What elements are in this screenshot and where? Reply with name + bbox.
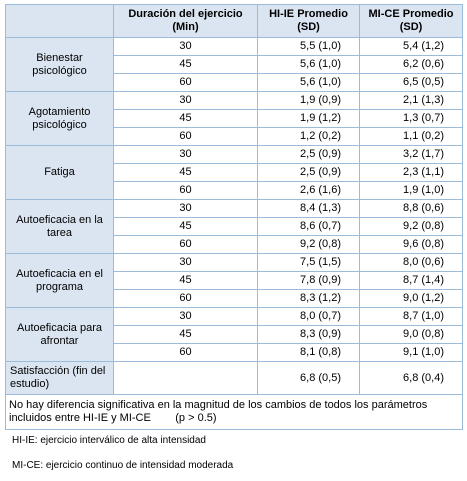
value-cell: 8,4 (1,3)	[257, 199, 360, 218]
value-cell: 5,5 (1,0)	[257, 37, 360, 56]
value-cell: 1,3 (0,7)	[359, 109, 463, 128]
header-row: Duración del ejercicio (Min) HI-IE Promed…	[5, 4, 463, 38]
duration-cell: 30	[113, 37, 258, 56]
duration-cell: 45	[113, 163, 258, 182]
duration-cell: 45	[113, 271, 258, 290]
group-label: Autoeficacia en la tarea	[5, 199, 114, 254]
value-cell: 8,7 (1,0)	[359, 307, 463, 326]
value-cell: 1,2 (0,2)	[257, 127, 360, 146]
group-label: Bienestar psicológico	[5, 37, 114, 92]
value-cell: 9,0 (1,2)	[359, 289, 463, 308]
group-label: Satisfacción (fin del estudio)	[5, 361, 114, 395]
group-label: Autoeficacia para afrontar	[5, 307, 114, 362]
duration-cell: 45	[113, 55, 258, 74]
duration-cell: 60	[113, 289, 258, 308]
footnote: HI-IE: ejercicio interválico de alta int…	[12, 435, 206, 446]
value-cell: 2,1 (1,3)	[359, 91, 463, 110]
data-row: 60 5,6 (1,0) 6,5 (0,5)	[6, 73, 463, 92]
header-cell: HI-IE Promedio (SD)	[257, 4, 360, 38]
value-cell: 1,9 (0,9)	[257, 91, 360, 110]
value-cell: 8,8 (0,6)	[359, 199, 463, 218]
duration-cell: 30	[113, 307, 258, 326]
value-cell: 5,6 (1,0)	[257, 55, 360, 74]
value-cell: 8,6 (0,7)	[257, 217, 360, 236]
value-cell: 7,5 (1,5)	[257, 253, 360, 272]
data-row: Bienestar psicológico 30 5,5 (1,0) 5,4 (1,2…	[5, 37, 463, 92]
empty-cell	[113, 361, 258, 395]
value-cell: 9,1 (1,0)	[359, 343, 463, 362]
data-row: 45 8,6 (0,7) 9,2 (0,8)	[6, 217, 463, 236]
duration-cell: 45	[113, 325, 258, 344]
data-row: 45 2,5 (0,9) 2,3 (1,1)	[6, 163, 463, 182]
group-label: Agotamiento psicológico	[5, 91, 114, 146]
value-cell: 2,3 (1,1)	[359, 163, 463, 182]
value-cell: 8,3 (0,9)	[257, 325, 360, 344]
data-row: Fatiga 30 2,5 (0,9) 3,2 (1,7)	[5, 145, 463, 200]
results-table: Duración del ejercicio (Min) HI-IE Promed…	[5, 4, 463, 430]
duration-cell: 30	[113, 145, 258, 164]
footnote: MI-CE: ejercicio continuo de intensidad …	[12, 460, 234, 471]
data-row: Agotamiento psicológico 30 1,9 (0,9) 2,1 (1…	[5, 91, 463, 146]
value-cell: 1,9 (1,0)	[359, 181, 463, 200]
value-cell: 8,1 (0,8)	[257, 343, 360, 362]
value-cell: 6,2 (0,6)	[359, 55, 463, 74]
value-cell: 6,8 (0,4)	[359, 361, 463, 395]
data-row: Autoeficacia para afrontar 30 8,0 (0,7) 8,7…	[5, 307, 463, 362]
duration-cell: 60	[113, 127, 258, 146]
value-cell: 6,5 (0,5)	[359, 73, 463, 92]
value-cell: 8,7 (1,4)	[359, 271, 463, 290]
value-cell: 9,2 (0,8)	[359, 217, 463, 236]
header-cell: MI-CE Promedio (SD)	[359, 4, 463, 38]
duration-cell: 30	[113, 199, 258, 218]
group-label: Autoeficacia en el programa	[5, 253, 114, 308]
data-row: Autoeficacia en el programa 30 7,5 (1,5) 8,…	[5, 253, 463, 308]
duration-cell: 45	[113, 217, 258, 236]
value-cell: 2,5 (0,9)	[257, 145, 360, 164]
value-cell: 2,6 (1,6)	[257, 181, 360, 200]
value-cell: 8,0 (0,6)	[359, 253, 463, 272]
duration-cell: 60	[113, 235, 258, 254]
value-cell: 3,2 (1,7)	[359, 145, 463, 164]
duration-cell: 60	[113, 181, 258, 200]
duration-cell: 30	[113, 91, 258, 110]
header-cell	[5, 4, 114, 38]
note-row: No hay diferencia significativa en la ma…	[5, 394, 463, 430]
value-cell: 5,6 (1,0)	[257, 73, 360, 92]
note-cell: No hay diferencia significativa en la ma…	[5, 394, 463, 430]
value-cell: 1,1 (0,2)	[359, 127, 463, 146]
data-row: 60 1,2 (0,2) 1,1 (0,2)	[6, 127, 463, 146]
duration-cell: 45	[113, 109, 258, 128]
value-cell: 2,5 (0,9)	[257, 163, 360, 182]
group-label: Fatiga	[5, 145, 114, 200]
duration-cell: 60	[113, 73, 258, 92]
value-cell: 5,4 (1,2)	[359, 37, 463, 56]
data-row: 60 9,2 (0,8) 9,6 (0,8)	[6, 235, 463, 254]
value-cell: 8,0 (0,7)	[257, 307, 360, 326]
data-row: 60 8,1 (0,8) 9,1 (1,0)	[6, 343, 463, 362]
satisfaction-row: Satisfacción (fin del estudio) 6,8 (0,5) 6…	[5, 361, 463, 395]
data-row: Autoeficacia en la tarea 30 8,4 (1,3) 8,8 (…	[5, 199, 463, 254]
duration-cell: 60	[113, 343, 258, 362]
value-cell: 9,6 (0,8)	[359, 235, 463, 254]
value-cell: 8,3 (1,2)	[257, 289, 360, 308]
duration-cell: 30	[113, 253, 258, 272]
data-row: 60 2,6 (1,6) 1,9 (1,0)	[6, 181, 463, 200]
value-cell: 7,8 (0,9)	[257, 271, 360, 290]
value-cell: 9,2 (0,8)	[257, 235, 360, 254]
header-cell: Duración del ejercicio (Min)	[113, 4, 258, 38]
value-cell: 6,8 (0,5)	[257, 361, 360, 395]
value-cell: 9,0 (0,8)	[359, 325, 463, 344]
value-cell: 1,9 (1,2)	[257, 109, 360, 128]
data-row: 45 7,8 (0,9) 8,7 (1,4)	[6, 271, 463, 290]
